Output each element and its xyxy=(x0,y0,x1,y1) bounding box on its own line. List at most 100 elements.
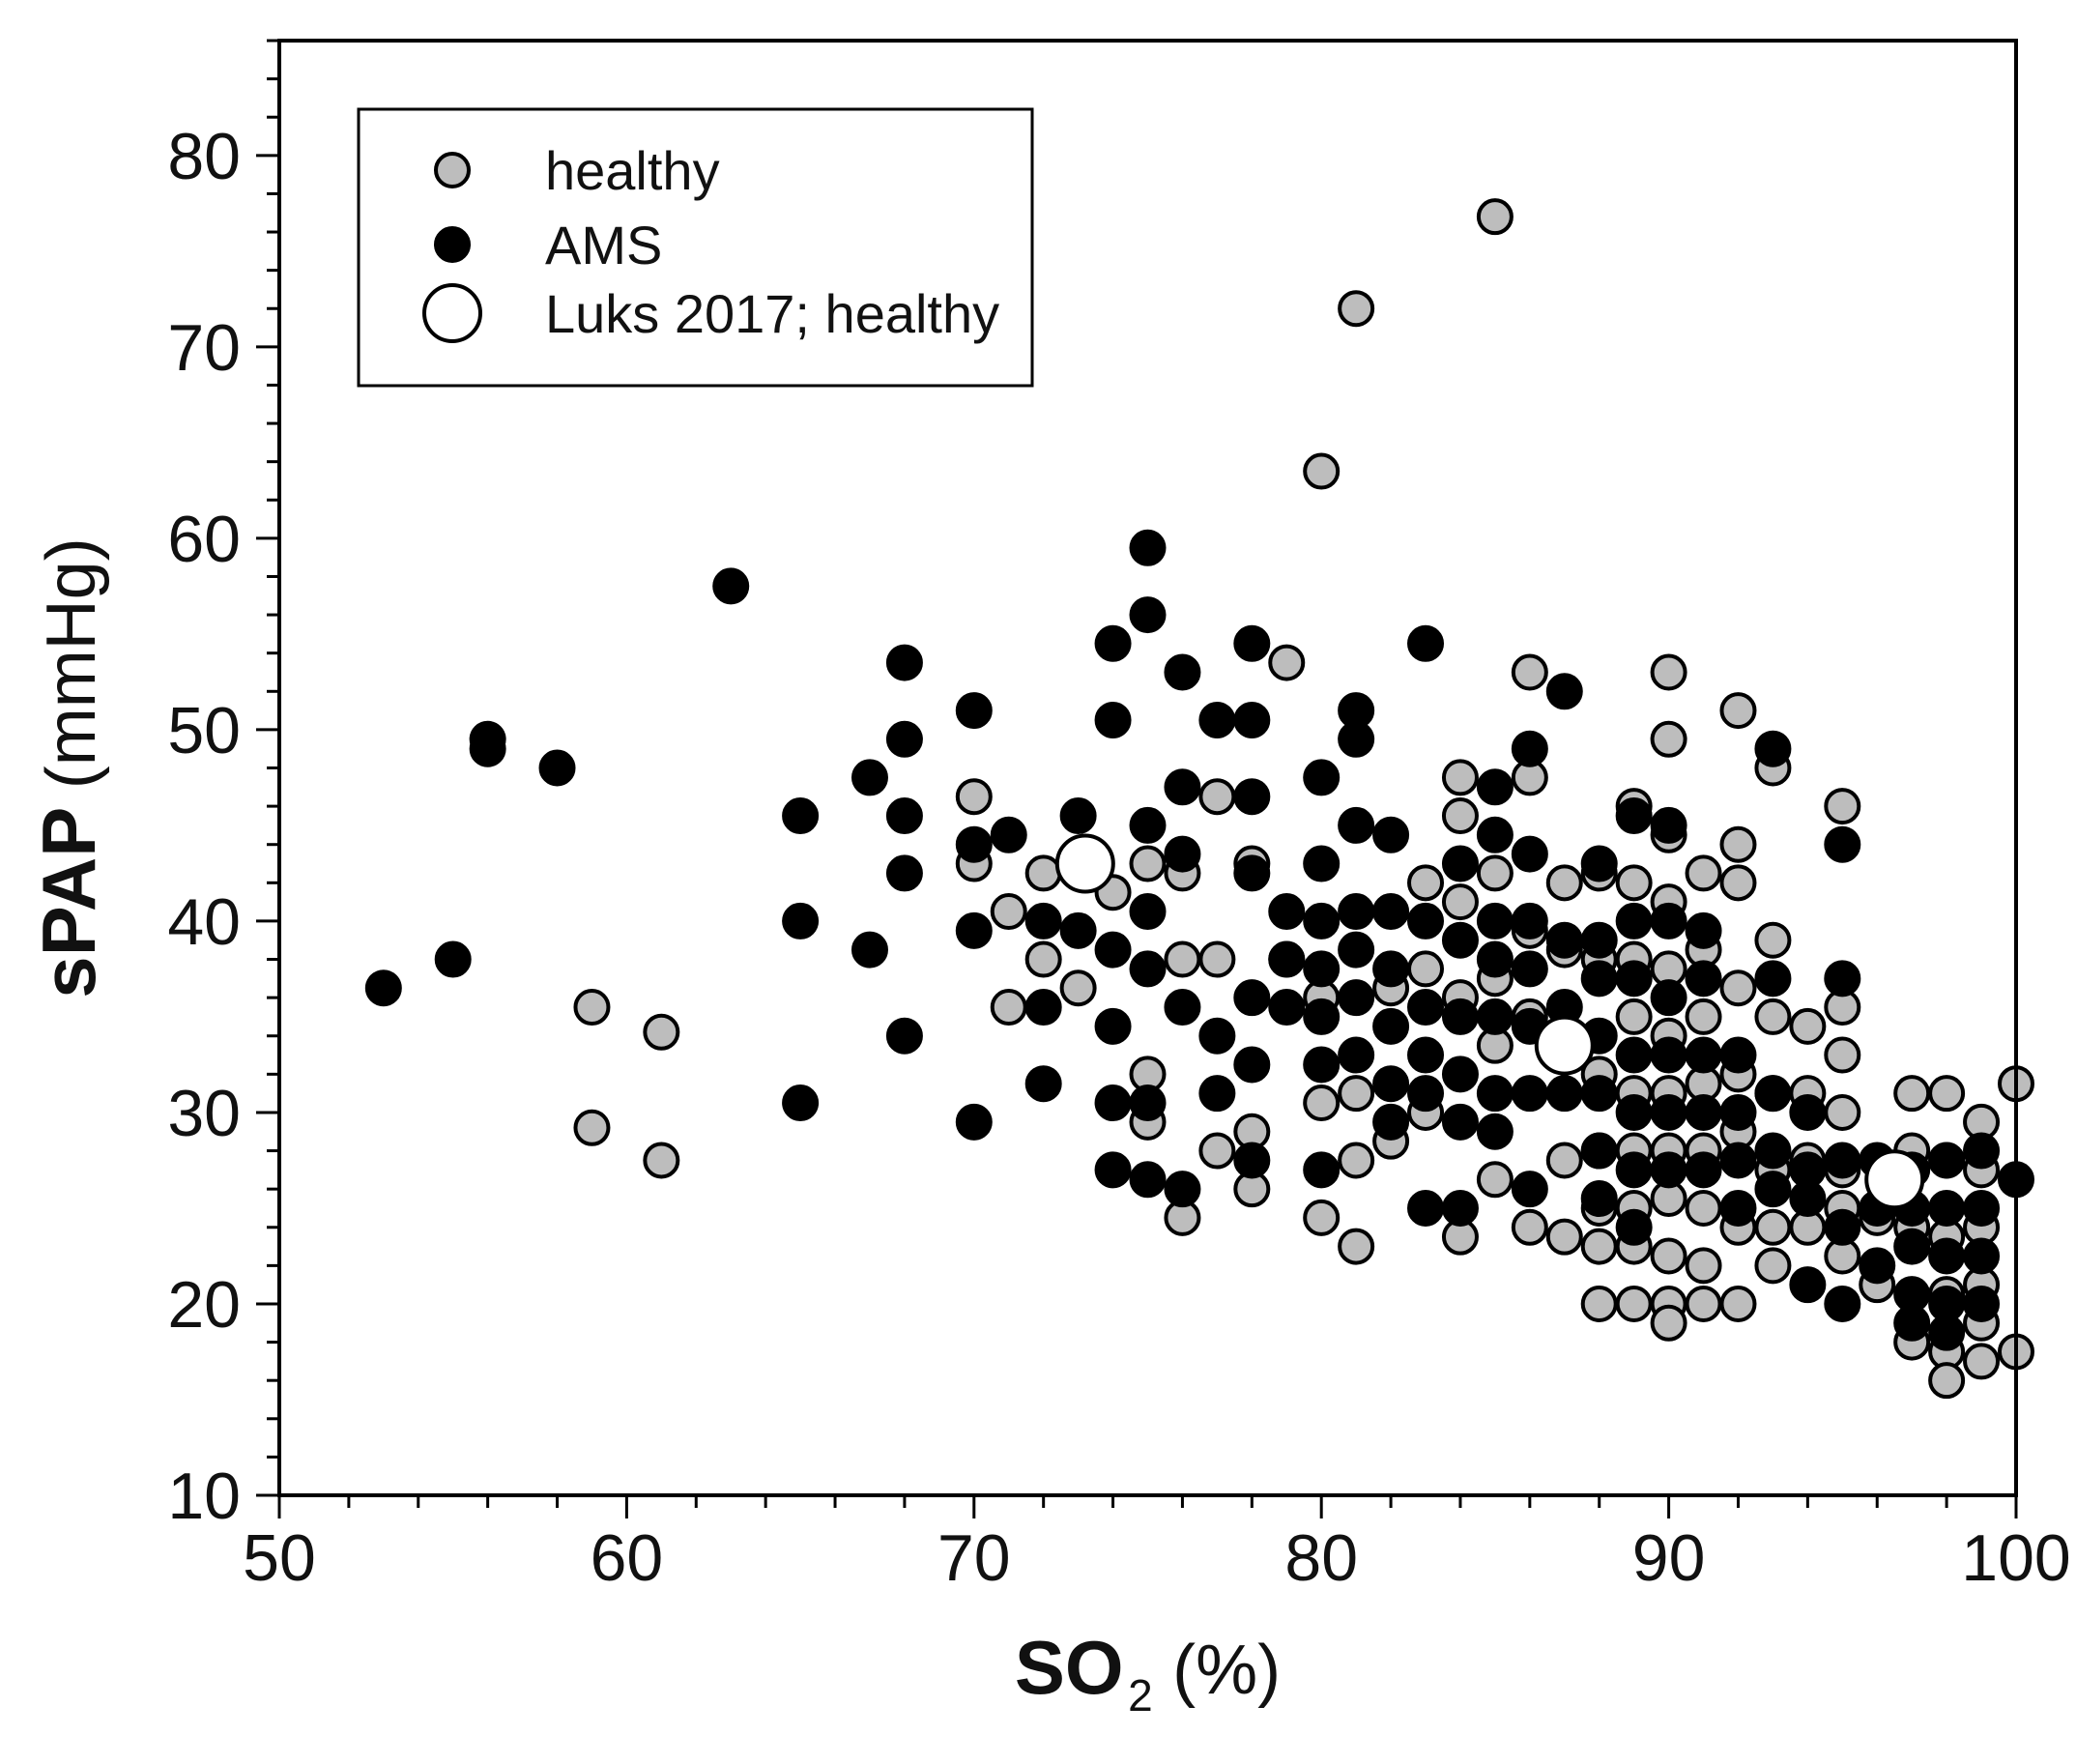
data-point-healthy xyxy=(1545,1218,1583,1256)
data-point-healthy xyxy=(1476,854,1514,892)
data-point-ams xyxy=(1824,960,1861,998)
data-point-healthy xyxy=(990,989,1027,1027)
data-point-ams xyxy=(1928,1189,1966,1227)
data-point-ams xyxy=(1650,806,1687,844)
data-point-ams xyxy=(469,730,506,767)
y-tick-label: 40 xyxy=(167,885,241,959)
data-point-healthy xyxy=(1754,921,1792,959)
data-point-ams xyxy=(1719,1189,1757,1227)
data-point-healthy xyxy=(1129,845,1167,882)
data-point-healthy xyxy=(955,778,993,816)
legend-label-luks: Luks 2017; healthy xyxy=(545,283,999,344)
legend-box xyxy=(357,107,1034,388)
x-tick-label: 90 xyxy=(1632,1521,1706,1595)
data-point-ams xyxy=(1233,1142,1271,1179)
data-point-ams xyxy=(1372,1007,1410,1045)
data-point-healthy xyxy=(1963,1343,2001,1380)
data-point-ams xyxy=(782,902,820,940)
data-point-ams xyxy=(1476,1113,1514,1150)
data-point-ams xyxy=(1129,596,1167,634)
data-point-ams xyxy=(1650,1093,1687,1131)
data-point-healthy xyxy=(1407,950,1445,988)
data-point-healthy xyxy=(1545,1142,1583,1179)
data-point-ams xyxy=(1268,893,1306,931)
data-point-ams xyxy=(1511,835,1548,873)
data-point-ams xyxy=(851,931,888,969)
data-point-ams xyxy=(1963,1285,2001,1322)
data-point-ams xyxy=(1476,998,1514,1035)
data-point-luks xyxy=(1054,833,1115,894)
legend-marker-healthy xyxy=(434,152,471,188)
data-point-healthy xyxy=(1580,1228,1618,1265)
data-point-ams xyxy=(1024,1065,1062,1103)
data-point-healthy xyxy=(1824,1093,1861,1131)
data-point-healthy xyxy=(1824,788,1861,825)
data-point-healthy xyxy=(1268,644,1306,681)
y-axis: 10 20 30 40 50 60 70 80 xyxy=(167,39,279,1533)
x-tick-label: 60 xyxy=(591,1521,664,1595)
data-point-healthy xyxy=(1650,653,1687,691)
data-point-ams xyxy=(1164,768,1201,806)
data-point-ams xyxy=(955,825,993,863)
data-point-ams xyxy=(1233,979,1271,1017)
x-axis: 50 60 70 80 90 100 xyxy=(243,1495,2071,1595)
data-point-healthy xyxy=(1164,940,1201,978)
data-point-ams xyxy=(990,816,1027,853)
data-point-healthy xyxy=(1198,1132,1236,1170)
data-point-ams xyxy=(1164,653,1201,691)
data-point-ams xyxy=(1511,1171,1548,1208)
data-point-ams xyxy=(1685,911,1722,949)
data-point-healthy xyxy=(1685,1189,1722,1227)
data-point-ams xyxy=(1476,940,1514,978)
data-point-healthy xyxy=(1824,1036,1861,1074)
data-point-ams xyxy=(1615,902,1653,940)
data-point-ams xyxy=(1754,730,1792,767)
data-point-ams xyxy=(1789,1266,1827,1304)
data-point-ams xyxy=(1407,624,1445,662)
data-point-ams xyxy=(1685,1036,1722,1074)
data-point-healthy xyxy=(1303,452,1341,490)
legend: healthy AMS Luks 2017; healthy xyxy=(357,107,1034,388)
data-point-ams xyxy=(1303,950,1341,988)
data-point-ams xyxy=(1719,1093,1757,1131)
data-point-healthy xyxy=(1685,998,1722,1035)
data-point-ams xyxy=(1615,1208,1653,1246)
x-tick-label: 50 xyxy=(243,1521,316,1595)
data-point-ams xyxy=(1372,816,1410,853)
data-point-ams xyxy=(1963,1132,2001,1170)
data-point-ams xyxy=(1824,1208,1861,1246)
data-point-ams xyxy=(1580,1132,1618,1170)
data-point-healthy xyxy=(1338,1228,1375,1265)
data-point-ams xyxy=(955,1103,993,1141)
data-point-healthy xyxy=(1476,1161,1514,1199)
data-point-healthy xyxy=(1685,1247,1722,1285)
data-point-ams xyxy=(1372,893,1410,931)
data-point-healthy xyxy=(1754,1247,1792,1285)
data-point-ams xyxy=(1372,950,1410,988)
data-point-ams xyxy=(1198,701,1236,738)
data-point-ams xyxy=(885,644,923,681)
data-point-healthy xyxy=(1928,1075,1966,1113)
data-point-healthy xyxy=(1650,1304,1687,1342)
data-point-healthy xyxy=(1928,1362,1966,1400)
data-point-healthy xyxy=(1719,1285,1757,1322)
data-point-ams xyxy=(1338,931,1375,969)
data-point-ams xyxy=(1476,768,1514,806)
data-point-ams xyxy=(1338,979,1375,1017)
data-point-healthy xyxy=(643,1142,680,1179)
data-point-ams xyxy=(1024,989,1062,1027)
data-point-ams xyxy=(1372,1065,1410,1103)
data-point-ams xyxy=(1094,701,1132,738)
data-point-healthy xyxy=(1441,883,1479,921)
data-point-ams xyxy=(1233,701,1271,738)
x-tick-label: 100 xyxy=(1961,1521,2070,1595)
data-point-ams xyxy=(1511,902,1548,940)
data-point-healthy xyxy=(1893,1075,1931,1113)
data-point-healthy xyxy=(1685,854,1722,892)
data-point-healthy xyxy=(1615,998,1653,1035)
data-point-healthy xyxy=(1303,1084,1341,1122)
data-point-ams xyxy=(1059,911,1097,949)
data-point-ams xyxy=(1441,1189,1479,1227)
